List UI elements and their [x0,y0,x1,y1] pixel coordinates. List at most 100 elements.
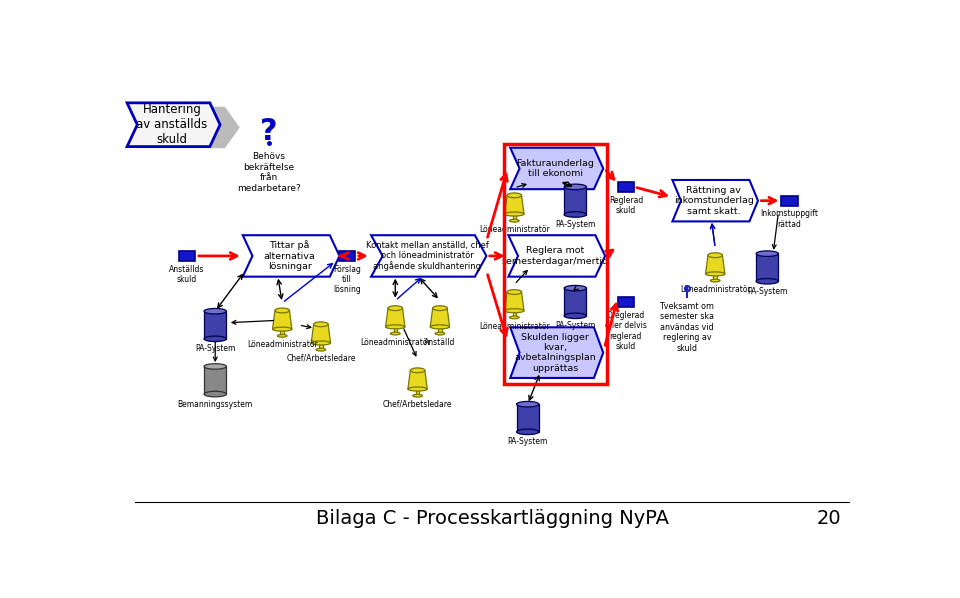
Ellipse shape [386,325,405,329]
FancyBboxPatch shape [319,343,323,350]
Ellipse shape [507,289,521,294]
FancyBboxPatch shape [617,182,635,192]
FancyBboxPatch shape [617,297,635,307]
Text: Hantering
av anställds
skuld: Hantering av anställds skuld [136,103,207,147]
Polygon shape [136,107,240,148]
FancyBboxPatch shape [339,251,355,261]
Ellipse shape [510,316,519,319]
Text: Förslag
till
lösning: Förslag till lösning [333,265,361,294]
Ellipse shape [564,285,587,291]
FancyBboxPatch shape [713,274,717,280]
Ellipse shape [410,368,425,373]
Text: Tittar på
alternativa
lösningar: Tittar på alternativa lösningar [264,240,316,271]
Ellipse shape [408,387,427,391]
FancyBboxPatch shape [416,389,420,396]
FancyBboxPatch shape [513,214,516,221]
Polygon shape [505,196,524,214]
Text: PA-System: PA-System [195,344,235,353]
Text: PA-System: PA-System [555,321,595,330]
Ellipse shape [706,272,725,276]
FancyBboxPatch shape [438,327,442,334]
Text: Behövs
bekräftelse
från
medarbetare?: Behövs bekräftelse från medarbetare? [237,152,300,193]
Ellipse shape [311,341,330,345]
FancyBboxPatch shape [756,254,779,281]
Ellipse shape [204,364,227,369]
Polygon shape [372,235,487,277]
Polygon shape [243,235,340,277]
Text: Chef/Arbetsledare: Chef/Arbetsledare [286,354,355,363]
FancyBboxPatch shape [564,187,587,215]
Ellipse shape [204,336,227,341]
Ellipse shape [564,313,587,319]
Ellipse shape [391,332,400,335]
Text: PA-System: PA-System [747,287,787,296]
Text: Löneadministratör: Löneadministratör [479,225,550,234]
FancyBboxPatch shape [204,311,227,339]
Ellipse shape [505,212,524,216]
Text: PA-System: PA-System [555,220,595,229]
Ellipse shape [435,332,444,335]
Ellipse shape [316,348,325,351]
Ellipse shape [277,334,287,337]
Ellipse shape [564,184,587,190]
Ellipse shape [516,429,539,435]
FancyBboxPatch shape [516,404,539,432]
Text: Fakturaunderlag
till ekonomi: Fakturaunderlag till ekonomi [516,158,594,178]
Text: Rättning av
inkomstunderlag
samt skatt.: Rättning av inkomstunderlag samt skatt. [674,186,754,216]
Ellipse shape [756,279,779,284]
Text: Reglera mot
semesterdagar/mertid: Reglera mot semesterdagar/mertid [502,246,609,266]
Text: Löneadministratör: Löneadministratör [680,285,751,294]
Ellipse shape [516,401,539,407]
Polygon shape [509,235,605,277]
Text: ?: ? [260,117,277,146]
Ellipse shape [756,251,779,257]
Ellipse shape [507,193,521,198]
Ellipse shape [273,327,292,331]
Polygon shape [672,180,758,221]
FancyBboxPatch shape [179,251,195,261]
Polygon shape [386,308,405,327]
Text: Tveksamt om
semester ska
användas vid
reglering av
skuld: Tveksamt om semester ska användas vid re… [660,302,714,353]
Ellipse shape [413,394,422,397]
Polygon shape [127,103,220,147]
Text: Löneadministratör: Löneadministratör [247,340,318,349]
Ellipse shape [708,253,723,258]
Text: Löneadministratör: Löneadministratör [360,338,431,347]
Text: Anställd: Anställd [424,338,456,347]
Text: Bemanningssystem: Bemanningssystem [178,399,252,408]
Text: PA-System: PA-System [508,437,548,446]
Ellipse shape [564,212,587,217]
Ellipse shape [510,219,519,222]
Polygon shape [311,324,330,343]
Text: Oreglerad
eller delvis
reglerad
skuld: Oreglerad eller delvis reglerad skuld [605,311,647,351]
Ellipse shape [204,391,227,397]
Text: Skulden ligger
kvar,
avbetalningsplan
upprättas: Skulden ligger kvar, avbetalningsplan up… [515,332,596,373]
Text: Reglerad
skuld: Reglerad skuld [609,196,643,215]
FancyBboxPatch shape [781,196,798,206]
Polygon shape [510,327,603,378]
Polygon shape [408,370,427,389]
Ellipse shape [710,279,720,282]
Text: Inkomstuppgift
rättad: Inkomstuppgift rättad [760,209,819,229]
FancyBboxPatch shape [564,288,587,316]
Text: Anställds
skuld: Anställds skuld [169,265,204,284]
FancyBboxPatch shape [513,311,516,318]
Ellipse shape [505,309,524,313]
Text: Chef/Arbetsledare: Chef/Arbetsledare [383,400,452,409]
Text: 20: 20 [817,509,842,528]
FancyBboxPatch shape [280,329,284,336]
Ellipse shape [433,306,447,310]
Text: Löneadministratör: Löneadministratör [479,322,550,331]
Polygon shape [505,292,524,311]
Polygon shape [273,310,292,329]
Polygon shape [430,308,449,327]
Ellipse shape [275,308,290,313]
Ellipse shape [314,322,328,327]
FancyBboxPatch shape [204,367,227,394]
Polygon shape [510,148,603,189]
Polygon shape [706,255,725,274]
Ellipse shape [204,309,227,314]
Ellipse shape [430,325,449,329]
Text: Kontakt mellan anställd, chef
och löneadministratör
angående skuldhantering: Kontakt mellan anställd, chef och lönead… [366,240,489,271]
FancyBboxPatch shape [394,327,397,334]
